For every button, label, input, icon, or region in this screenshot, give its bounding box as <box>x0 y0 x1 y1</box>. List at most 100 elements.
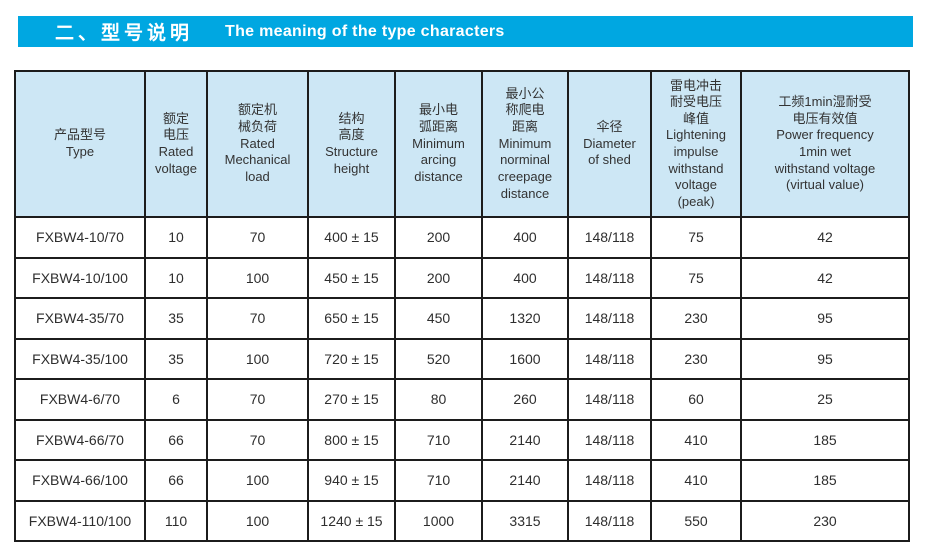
value-cell: 2140 <box>481 418 569 461</box>
table-row: FXBW4-10/70 10 70 400 ± 15 200 400 148/118 75 42 <box>14 216 910 259</box>
value-cell: 200 <box>394 216 483 259</box>
value-cell: 148/118 <box>567 256 652 299</box>
value-cell: 230 <box>740 499 910 542</box>
table-header-row: 产品型号 Type 额定 电压 Rated voltage 额定机 械负荷 Ra… <box>14 70 910 218</box>
table-row: FXBW4-66/70 66 70 800 ± 15 710 2140 148/118 410… <box>14 418 910 461</box>
value-cell: 42 <box>740 256 910 299</box>
product-type-cell: FXBW4-6/70 <box>14 378 146 421</box>
value-cell: 3315 <box>481 499 569 542</box>
value-cell: 80 <box>394 378 483 421</box>
product-type-cell: FXBW4-10/100 <box>14 256 146 299</box>
value-cell: 400 <box>481 256 569 299</box>
value-cell: 1000 <box>394 499 483 542</box>
column-header-power-frequency-voltage-zh: 工频1min湿耐受 电压有效值 <box>778 94 872 126</box>
value-cell: 550 <box>650 499 742 542</box>
value-cell: 400 ± 15 <box>307 216 396 259</box>
column-header-shed-diameter: 伞径 Diameter of shed <box>567 70 652 218</box>
column-header-min-arcing-distance-en: Minimum arcing distance <box>412 135 465 184</box>
value-cell: 450 <box>394 297 483 340</box>
value-cell: 100 <box>206 499 309 542</box>
value-cell: 70 <box>206 297 309 340</box>
value-cell: 710 <box>394 418 483 461</box>
value-cell: 35 <box>144 297 208 340</box>
column-header-shed-diameter-zh: 伞径 <box>596 119 623 135</box>
value-cell: 520 <box>394 337 483 380</box>
value-cell: 940 ± 15 <box>307 459 396 502</box>
column-header-min-creepage-distance-en: Minimum norminal creepage distance <box>497 135 553 201</box>
value-cell: 6 <box>144 378 208 421</box>
product-type-cell: FXBW4-110/100 <box>14 499 146 542</box>
column-header-type-en: Type <box>65 144 95 159</box>
column-header-structure-height: 结构 高度 Structure height <box>307 70 396 218</box>
value-cell: 230 <box>650 297 742 340</box>
value-cell: 70 <box>206 216 309 259</box>
value-cell: 650 ± 15 <box>307 297 396 340</box>
table-body: FXBW4-10/70 10 70 400 ± 15 200 400 148/118 75 42… <box>14 216 910 542</box>
column-header-lightning-impulse-voltage-zh: 雷电冲击 耐受电压 峰值 <box>669 77 722 126</box>
value-cell: 35 <box>144 337 208 380</box>
value-cell: 410 <box>650 418 742 461</box>
value-cell: 95 <box>740 297 910 340</box>
table-row: FXBW4-35/100 35 100 720 ± 15 520 1600 148/118 2… <box>14 337 910 380</box>
table-row: FXBW4-35/70 35 70 650 ± 15 450 1320 148/118 230… <box>14 297 910 340</box>
value-cell: 200 <box>394 256 483 299</box>
type-spec-table: 产品型号 Type 额定 电压 Rated voltage 额定机 械负荷 Ra… <box>14 70 910 542</box>
value-cell: 60 <box>650 378 742 421</box>
value-cell: 185 <box>740 418 910 461</box>
value-cell: 100 <box>206 256 309 299</box>
value-cell: 70 <box>206 418 309 461</box>
product-type-cell: FXBW4-10/70 <box>14 216 146 259</box>
value-cell: 2140 <box>481 459 569 502</box>
value-cell: 710 <box>394 459 483 502</box>
value-cell: 10 <box>144 216 208 259</box>
value-cell: 185 <box>740 459 910 502</box>
value-cell: 95 <box>740 337 910 380</box>
value-cell: 270 ± 15 <box>307 378 396 421</box>
column-header-rated-voltage: 额定 电压 Rated voltage <box>144 70 208 218</box>
column-header-min-arcing-distance-zh: 最小电 弧距离 <box>418 102 458 135</box>
value-cell: 148/118 <box>567 418 652 461</box>
column-header-structure-height-zh: 结构 高度 <box>338 110 365 143</box>
column-header-type-zh: 产品型号 <box>53 127 106 143</box>
value-cell: 75 <box>650 256 742 299</box>
value-cell: 75 <box>650 216 742 259</box>
column-header-power-frequency-voltage-en: Power frequency 1min wet withstand volta… <box>774 127 876 193</box>
product-type-cell: FXBW4-66/70 <box>14 418 146 461</box>
value-cell: 148/118 <box>567 499 652 542</box>
value-cell: 720 ± 15 <box>307 337 396 380</box>
product-type-cell: FXBW4-35/100 <box>14 337 146 380</box>
value-cell: 410 <box>650 459 742 502</box>
column-header-rated-mechanical-load-zh: 额定机 械负荷 <box>237 102 277 135</box>
value-cell: 66 <box>144 418 208 461</box>
value-cell: 148/118 <box>567 216 652 259</box>
product-type-cell: FXBW4-35/70 <box>14 297 146 340</box>
section-title-bar: 二、型号说明 The meaning of the type character… <box>18 16 913 47</box>
value-cell: 110 <box>144 499 208 542</box>
table-row: FXBW4-110/100 110 100 1240 ± 15 1000 3315 148/… <box>14 499 910 542</box>
value-cell: 1240 ± 15 <box>307 499 396 542</box>
column-header-min-creepage-distance: 最小公 称爬电 距离 Minimum norminal creepage dis… <box>481 70 569 218</box>
value-cell: 148/118 <box>567 337 652 380</box>
column-header-rated-mechanical-load-en: Rated Mechanical load <box>224 135 291 184</box>
value-cell: 70 <box>206 378 309 421</box>
column-header-rated-voltage-en: Rated voltage <box>155 144 197 176</box>
value-cell: 148/118 <box>567 378 652 421</box>
value-cell: 66 <box>144 459 208 502</box>
value-cell: 800 ± 15 <box>307 418 396 461</box>
value-cell: 10 <box>144 256 208 299</box>
value-cell: 450 ± 15 <box>307 256 396 299</box>
value-cell: 148/118 <box>567 297 652 340</box>
section-title-english: The meaning of the type characters <box>225 22 505 40</box>
column-header-rated-mechanical-load: 额定机 械负荷 Rated Mechanical load <box>206 70 309 218</box>
value-cell: 100 <box>206 337 309 380</box>
table-row: FXBW4-66/100 66 100 940 ± 15 710 2140 148/118 4… <box>14 459 910 502</box>
value-cell: 42 <box>740 216 910 259</box>
value-cell: 400 <box>481 216 569 259</box>
product-type-cell: FXBW4-66/100 <box>14 459 146 502</box>
value-cell: 148/118 <box>567 459 652 502</box>
value-cell: 25 <box>740 378 910 421</box>
table-row: FXBW4-10/100 10 100 450 ± 15 200 400 148/118 75… <box>14 256 910 299</box>
value-cell: 230 <box>650 337 742 380</box>
table-row: FXBW4-6/70 6 70 270 ± 15 80 260 148/118 60 25 <box>14 378 910 421</box>
